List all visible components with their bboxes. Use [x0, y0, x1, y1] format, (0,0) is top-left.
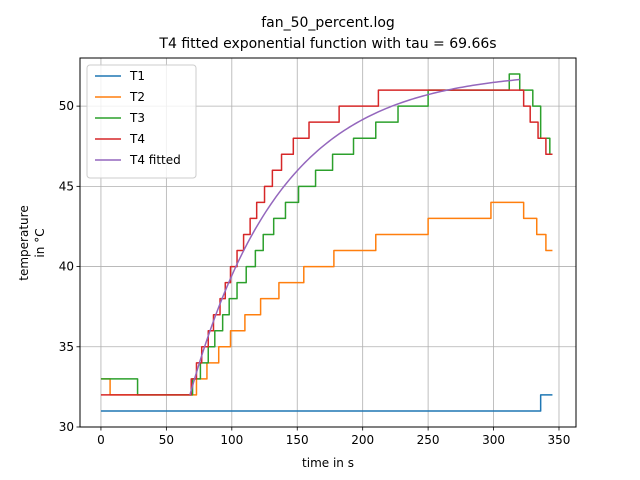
x-tick-label: 350	[548, 433, 571, 447]
chart-title: fan_50_percent.log	[261, 15, 395, 31]
x-tick-label: 100	[220, 433, 243, 447]
chart-subtitle: T4 fitted exponential function with tau …	[158, 36, 496, 52]
y-tick-label: 45	[59, 179, 74, 193]
y-axis-ticks: 30 35 40 45 50	[59, 99, 80, 434]
series-line-t3	[100, 73, 553, 396]
series-layer	[100, 73, 553, 412]
x-tick-label: 0	[97, 433, 105, 447]
y-axis-label-line-1: temperature	[17, 205, 31, 280]
legend-label: T3	[129, 111, 145, 125]
y-tick-label: 50	[59, 99, 74, 113]
series-line-t2	[100, 201, 553, 396]
legend-label: T1	[129, 69, 145, 83]
y-tick-label: 30	[59, 420, 74, 434]
y-tick-label: 40	[59, 260, 74, 274]
legend-label: T4	[129, 132, 145, 146]
legend-box	[86, 64, 197, 179]
x-tick-label: 150	[286, 433, 309, 447]
x-tick-label: 250	[417, 433, 440, 447]
x-tick-label: 200	[351, 433, 374, 447]
x-axis-ticks: 0 50 100 150 200 250 300 350	[97, 427, 570, 447]
x-tick-label: 300	[482, 433, 505, 447]
y-axis-label-line-2: in °C	[33, 228, 47, 257]
series-line-t4	[100, 89, 553, 396]
series-line-t4-fitted	[189, 78, 520, 396]
legend: T1 T2 T3 T4 T4 fitted	[86, 64, 197, 179]
plot-frame	[79, 57, 577, 428]
legend-label: T2	[129, 90, 145, 104]
legend-label: T4 fitted	[129, 153, 181, 167]
x-axis-label: time in s	[302, 456, 354, 470]
y-tick-label: 35	[59, 340, 74, 354]
x-tick-label: 50	[159, 433, 174, 447]
series-line-t1	[100, 394, 553, 412]
